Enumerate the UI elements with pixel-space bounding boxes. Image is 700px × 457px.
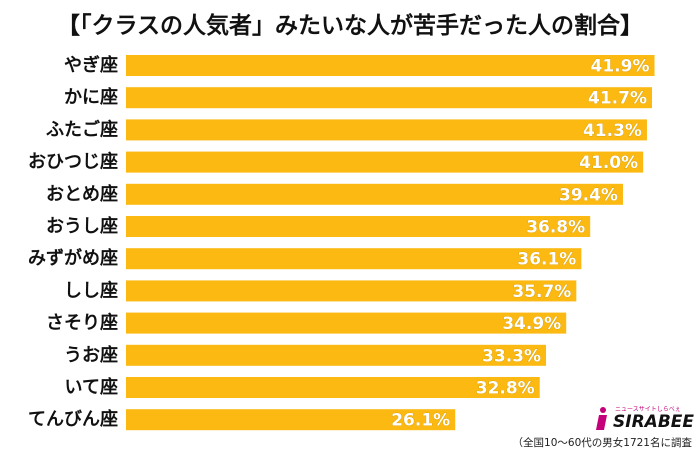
- bar: [126, 55, 655, 76]
- category-label: やぎ座: [64, 54, 118, 76]
- category-label: おひつじ座: [28, 151, 118, 173]
- bar: [126, 216, 591, 237]
- value-label: 39.4%: [559, 185, 618, 205]
- category-label: さそり座: [46, 312, 118, 334]
- bar: [126, 183, 623, 205]
- bar: [126, 312, 567, 334]
- category-label: しし座: [64, 279, 118, 301]
- value-label: 26.1%: [391, 411, 450, 431]
- value-label: 41.7%: [588, 89, 647, 109]
- category-label: かに座: [64, 86, 118, 108]
- bar: [126, 344, 547, 366]
- survey-footnote: （全国10～60代の男女1721名に調査: [512, 437, 692, 449]
- sirabee-logo-icon: [596, 407, 607, 430]
- category-label: おとめ座: [46, 183, 118, 205]
- category-label: ふたご座: [46, 118, 118, 140]
- logo-tagline: ニュースサイトしらべぇ: [615, 406, 681, 413]
- value-label: 33.3%: [482, 346, 541, 366]
- sirabee-logo: ニュースサイトしらべぇ SIRABEE: [593, 404, 697, 434]
- bar: [126, 280, 577, 302]
- bar: [126, 248, 582, 270]
- category-label: みずがめ座: [28, 247, 118, 269]
- bar: [126, 119, 647, 141]
- logo-brand: SIRABEE: [613, 412, 694, 432]
- bar: [126, 377, 540, 398]
- category-label: いて座: [65, 376, 118, 398]
- chart-title: 【「クラスの人気者」みたいな人が苦手だった人の割合】: [56, 13, 644, 39]
- value-label: 32.8%: [476, 379, 535, 399]
- value-label: 41.0%: [579, 153, 638, 173]
- category-label: うお座: [64, 344, 118, 366]
- value-label: 36.1%: [517, 250, 576, 270]
- category-label: てんびん座: [28, 408, 118, 430]
- category-label: おうし座: [46, 215, 118, 237]
- bar: [126, 151, 644, 173]
- value-label: 41.3%: [583, 121, 642, 141]
- value-label: 34.9%: [502, 314, 561, 334]
- bar: [126, 87, 652, 109]
- value-label: 36.8%: [526, 218, 585, 238]
- value-label: 41.9%: [591, 57, 650, 77]
- bar: [126, 409, 456, 431]
- value-label: 35.7%: [512, 282, 571, 302]
